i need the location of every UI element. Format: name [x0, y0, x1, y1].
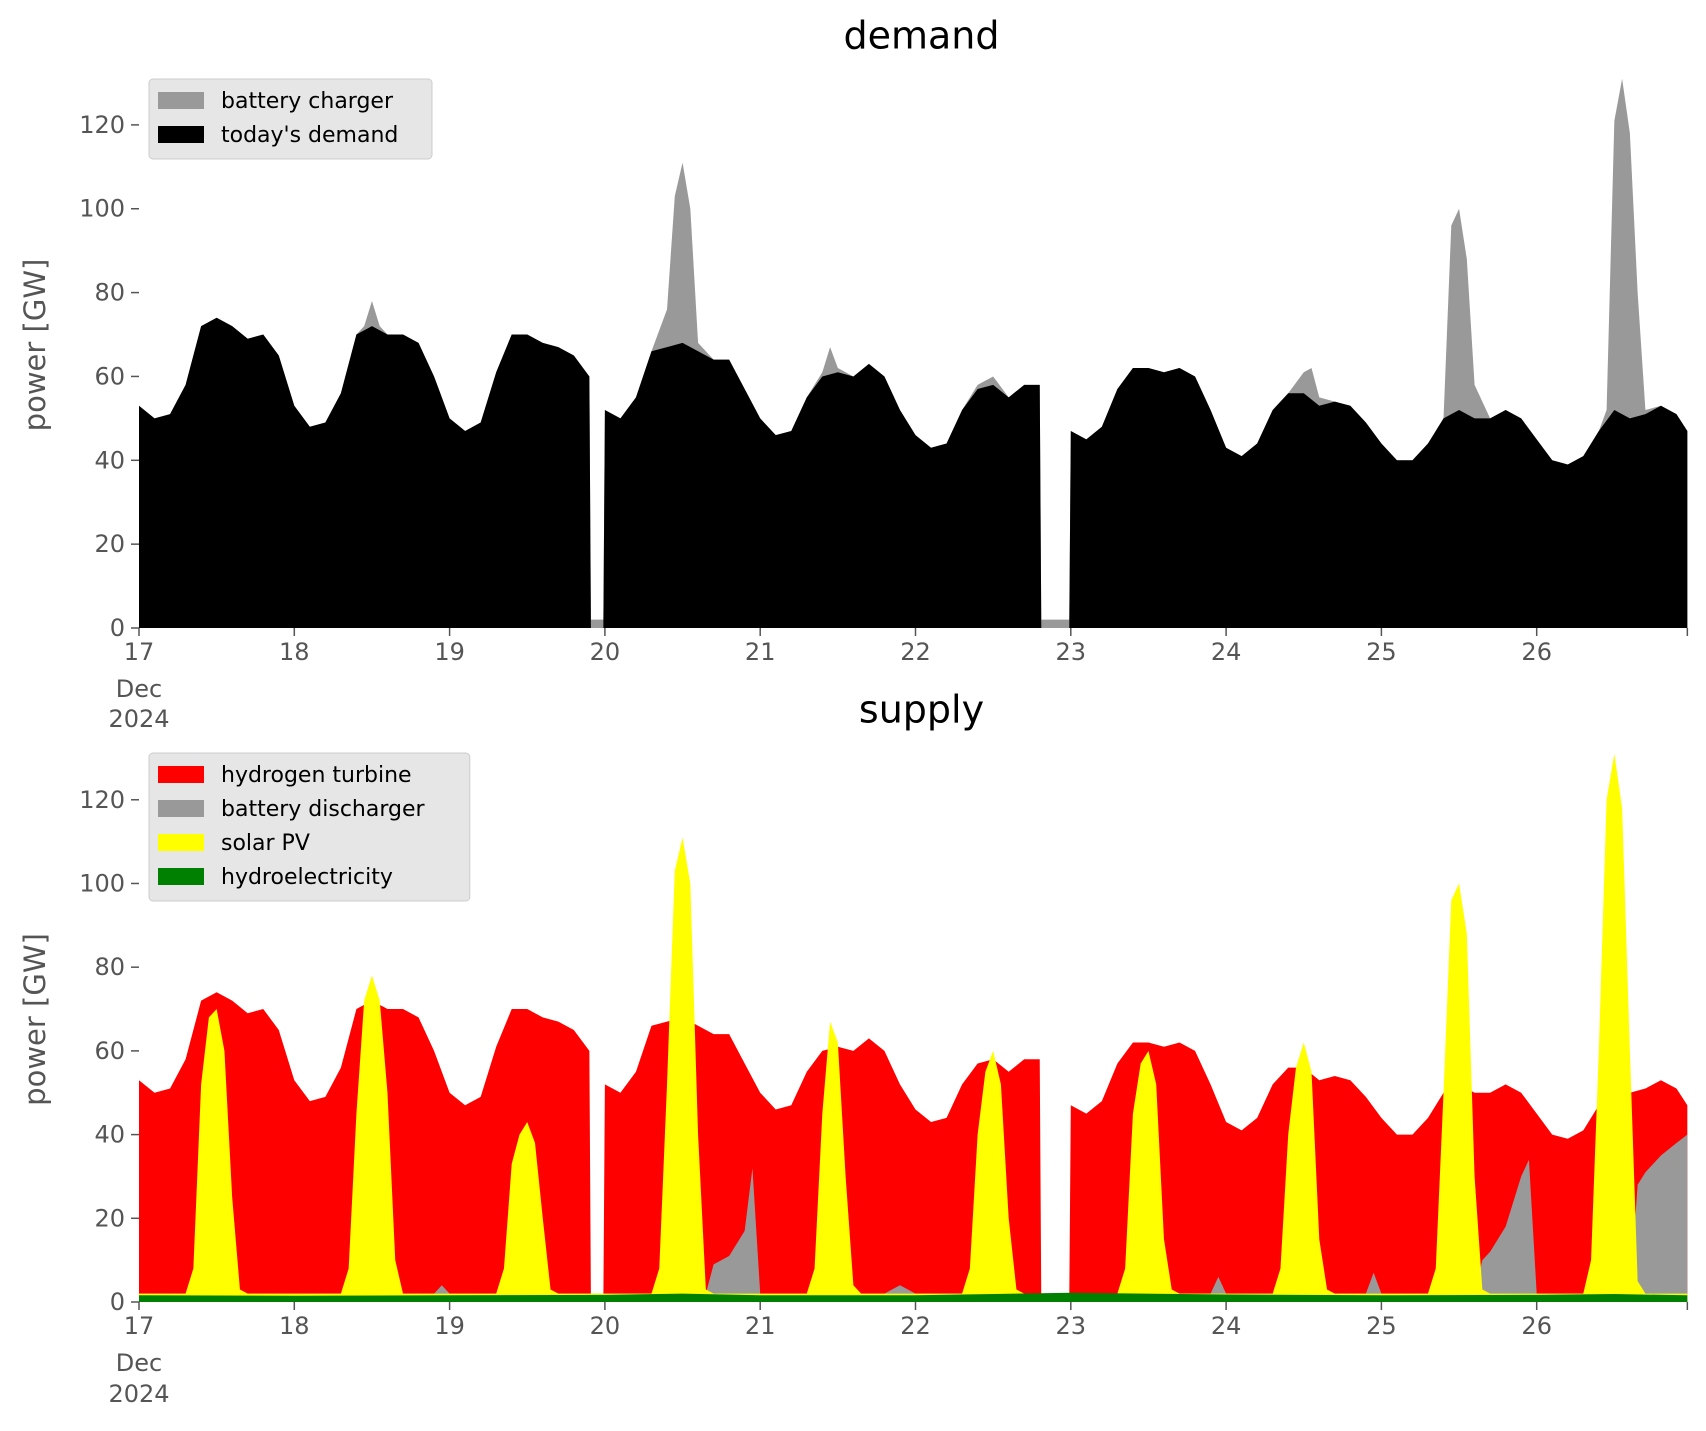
x-tick-month-label: Dec — [116, 1349, 162, 1377]
x-tick-label: 24 — [1211, 638, 1242, 666]
y-tick-label: 0 — [110, 614, 125, 642]
y-tick-label: 40 — [94, 446, 125, 474]
x-tick-month-label: Dec — [116, 675, 162, 703]
legend-entry-label: hydroelectricity — [221, 865, 393, 890]
supply-panel: 0 20 40 60 80 100 120 17 Dec 2024 18 19 20 21 22 23 24 25… — [18, 688, 1689, 1408]
x-tick-label: 20 — [590, 1312, 621, 1340]
legend-box — [148, 752, 471, 902]
legend-entry-label: solar PV — [221, 831, 310, 856]
x-tick-label: 22 — [900, 1312, 931, 1340]
y-axis-label: power [GW] — [18, 933, 52, 1106]
x-tick-label: 23 — [1056, 638, 1087, 666]
legend-swatch — [158, 868, 204, 885]
legend-entry-label: battery discharger — [221, 797, 426, 822]
x-tick-label: 18 — [279, 638, 310, 666]
chart-title: demand — [843, 14, 999, 58]
legend-box — [148, 78, 433, 160]
y-tick-label: 80 — [94, 953, 125, 981]
x-tick-label: 23 — [1056, 1312, 1087, 1340]
x-tick-label: 25 — [1366, 638, 1397, 666]
legend-entry-label: hydrogen turbine — [221, 763, 412, 788]
y-tick-label: 0 — [110, 1288, 125, 1316]
area-series-battery-discharger — [139, 1134, 1688, 1302]
legend-swatch — [158, 766, 204, 783]
x-tick-label: 22 — [900, 638, 931, 666]
x-tick-label: 19 — [434, 1312, 465, 1340]
y-tick-label: 60 — [94, 362, 125, 390]
y-tick-label: 100 — [79, 195, 125, 223]
y-tick-label: 20 — [94, 1204, 125, 1232]
x-tick-year-label: 2024 — [108, 705, 169, 733]
x-tick-label: 17 — [124, 638, 155, 666]
area-series-today-s-demand — [139, 317, 1688, 628]
x-tick-label: 21 — [745, 1312, 776, 1340]
legend-swatch — [158, 126, 204, 143]
legend-entry-label: today's demand — [221, 123, 398, 148]
y-tick-label: 120 — [79, 111, 125, 139]
x-tick-label: 21 — [745, 638, 776, 666]
y-tick-label: 20 — [94, 530, 125, 558]
x-tick-label: 18 — [279, 1312, 310, 1340]
legend-swatch — [158, 834, 204, 851]
y-tick-label: 40 — [94, 1121, 125, 1149]
legend-swatch — [158, 92, 204, 109]
legend-entry-label: battery charger — [221, 89, 394, 114]
x-tick-year-label: 2024 — [108, 1380, 169, 1408]
x-tick-label: 19 — [434, 638, 465, 666]
y-tick-label: 60 — [94, 1037, 125, 1065]
x-tick-label: 20 — [590, 638, 621, 666]
x-tick-label: 26 — [1521, 1312, 1552, 1340]
legend: battery charger today's demand — [148, 78, 433, 160]
x-tick-label: 26 — [1521, 638, 1552, 666]
y-tick-label: 120 — [79, 786, 125, 814]
area-series-hydroelectricity — [139, 1292, 1688, 1302]
area-series-solar-pv — [139, 753, 1688, 1302]
y-tick-label: 100 — [79, 869, 125, 897]
x-tick-label: 17 — [124, 1312, 155, 1340]
legend-swatch — [158, 800, 204, 817]
y-tick-label: 80 — [94, 279, 125, 307]
legend: hydrogen turbine battery discharger solar … — [148, 752, 471, 902]
x-tick-label: 25 — [1366, 1312, 1397, 1340]
x-tick-label: 24 — [1211, 1312, 1242, 1340]
y-axis-label: power [GW] — [18, 259, 52, 432]
chart-title: supply — [859, 688, 984, 732]
